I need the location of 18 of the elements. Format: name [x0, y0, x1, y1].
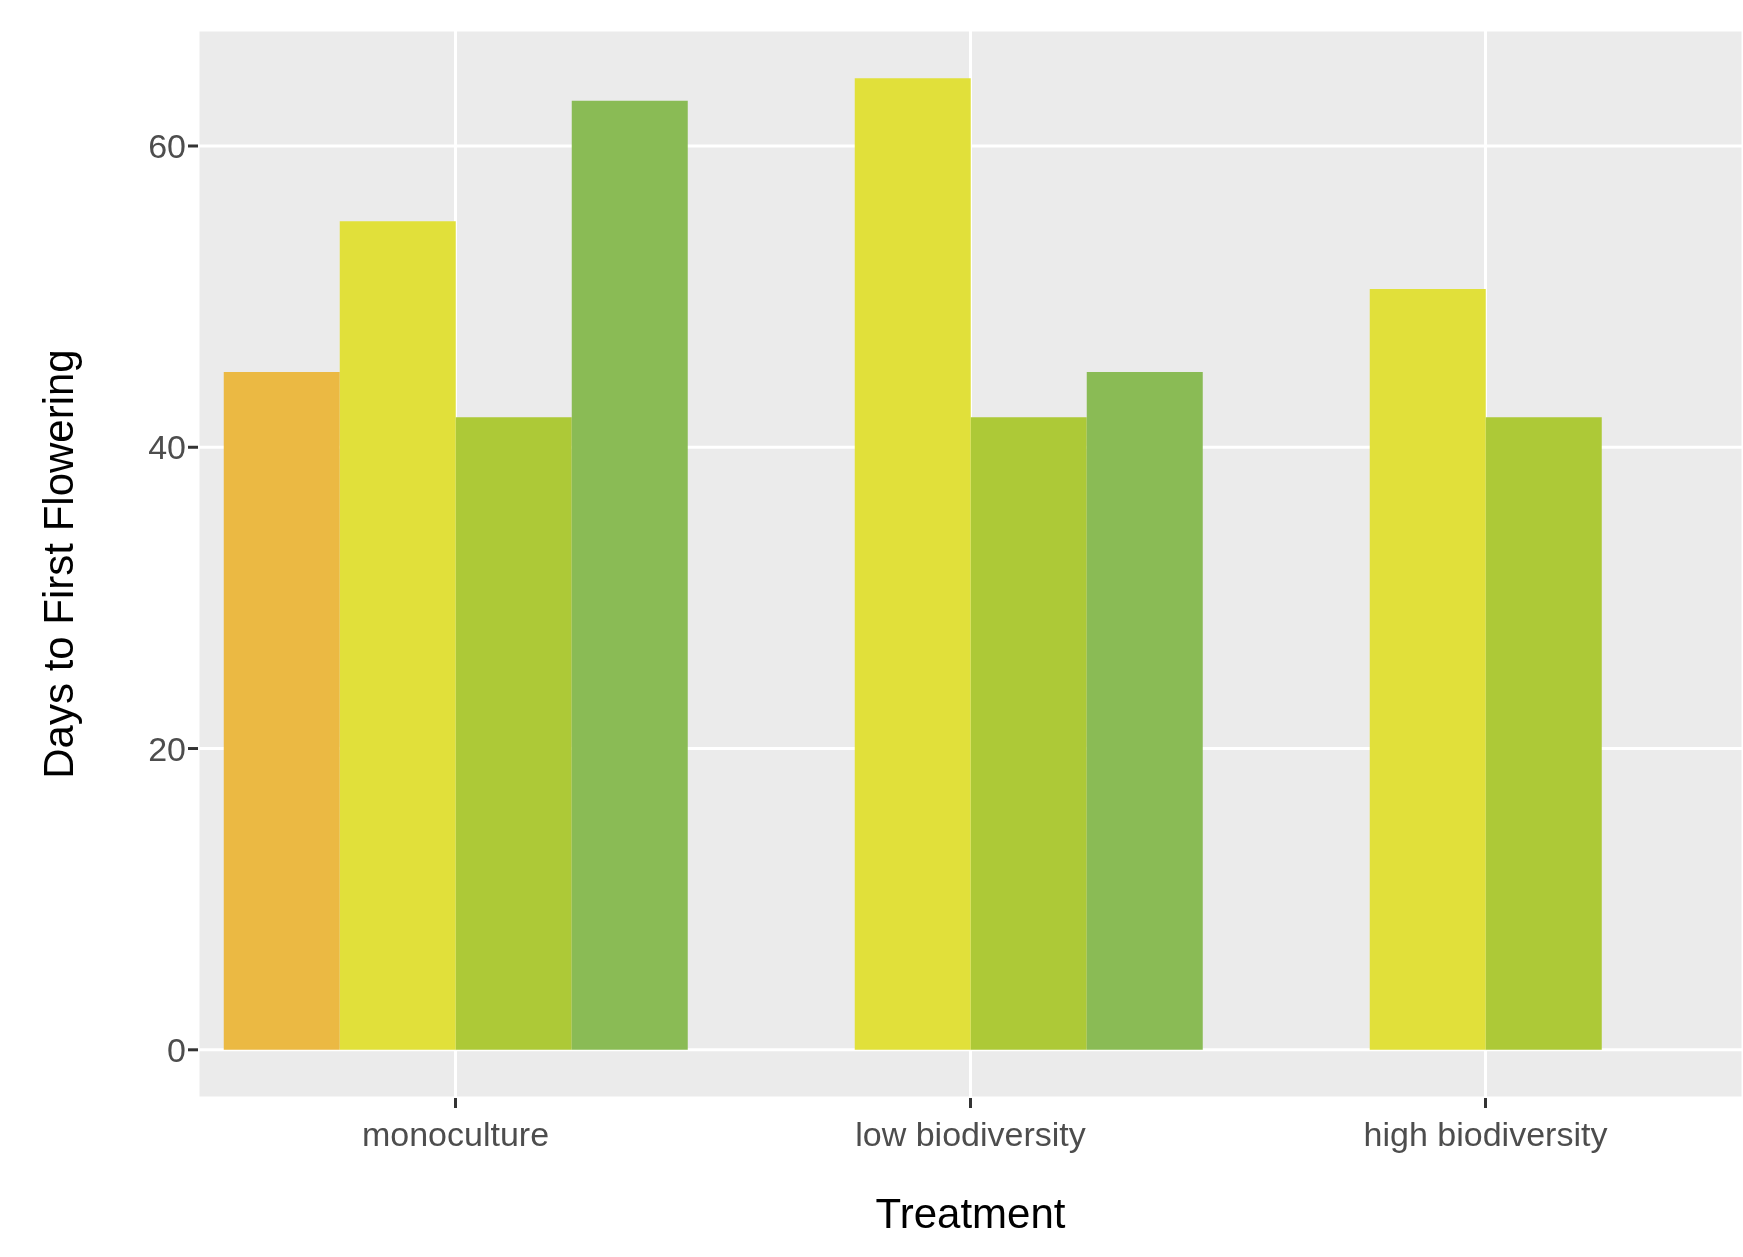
bar	[1485, 417, 1602, 1050]
bar	[223, 371, 340, 1050]
bar	[455, 417, 572, 1050]
bar	[571, 100, 688, 1050]
bar	[854, 78, 971, 1050]
bar	[1369, 289, 1486, 1050]
y-tick-label: 40	[148, 428, 186, 467]
y-tick-label: 20	[148, 729, 186, 768]
y-tick-label: 60	[148, 127, 186, 166]
x-tick-label: monoculture	[361, 1115, 550, 1154]
y-axis-title: Days to First Flowering	[34, 349, 82, 779]
x-tick-label: low biodiversity	[855, 1115, 1086, 1154]
bar	[1086, 371, 1203, 1050]
y-tick-label: 0	[167, 1030, 186, 1069]
x-tick-label: high biodiversity	[1363, 1115, 1608, 1154]
bar	[970, 417, 1087, 1050]
bar	[339, 221, 456, 1050]
x-axis-title: Treatment	[875, 1190, 1066, 1237]
